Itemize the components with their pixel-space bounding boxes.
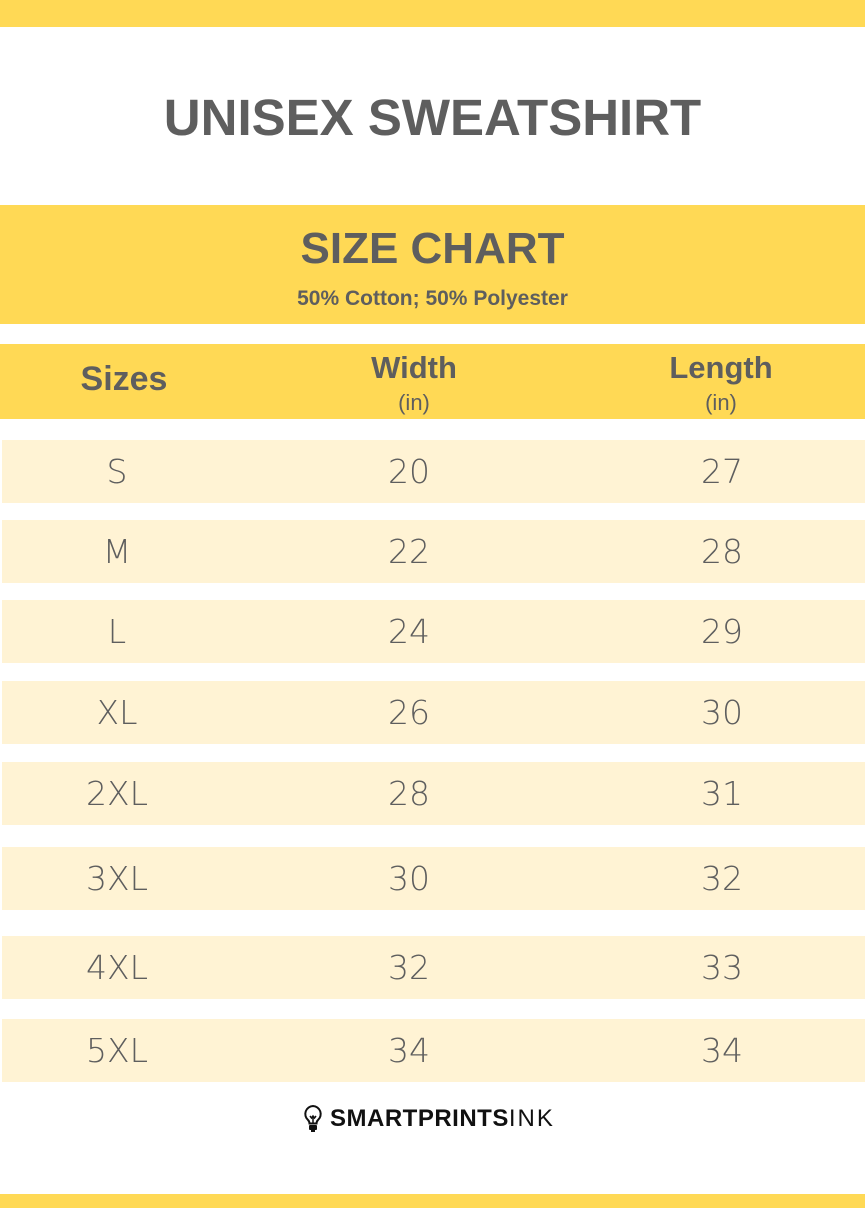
width-cell: 34 [388, 1031, 430, 1070]
page-title: UNISEX SWEATSHIRT [163, 89, 702, 146]
header-sizes: Sizes [80, 360, 168, 398]
material-text: 50% Cotton; 50% Polyester [297, 287, 568, 310]
table-row: 3XL 30 32 [2, 847, 865, 910]
header-length-unit: (in) [705, 390, 737, 415]
table-row: XL 26 30 [2, 681, 865, 744]
size-cell: S [106, 452, 128, 491]
top-accent-bar [0, 0, 865, 27]
length-cell: 27 [701, 452, 743, 491]
bottom-accent-bar [0, 1194, 865, 1208]
width-cell: 26 [388, 693, 430, 732]
logo-text-light: INK [508, 1105, 555, 1132]
table-row: S 20 27 [2, 440, 865, 503]
length-cell: 30 [701, 693, 743, 732]
length-cell: 28 [701, 532, 743, 571]
size-cell: L [107, 612, 127, 651]
length-cell: 32 [701, 859, 743, 898]
table-row: M 22 28 [2, 520, 865, 583]
table-header [0, 344, 865, 419]
size-cell: 2XL [86, 774, 148, 813]
length-cell: 33 [701, 948, 743, 987]
length-cell: 34 [701, 1031, 743, 1070]
logo-text-bold: SMARTPRINTS [330, 1105, 509, 1132]
header-width-unit: (in) [398, 390, 430, 415]
width-cell: 24 [388, 612, 430, 651]
table-row: L 24 29 [2, 600, 865, 663]
length-cell: 31 [701, 774, 743, 813]
size-cell: 4XL [86, 948, 148, 987]
size-chart-title: SIZE CHART [300, 224, 565, 273]
lightbulb-icon [304, 1104, 322, 1132]
size-cell: 5XL [86, 1031, 148, 1070]
table-row: 4XL 32 33 [2, 936, 865, 999]
width-cell: 32 [388, 948, 430, 987]
size-cell: XL [96, 693, 138, 732]
width-cell: 20 [388, 452, 430, 491]
width-cell: 30 [388, 859, 430, 898]
table-row: 2XL 28 31 [2, 762, 865, 825]
width-cell: 28 [388, 774, 430, 813]
length-cell: 29 [701, 612, 743, 651]
brand-logo: SMARTPRINTS INK [302, 1104, 555, 1134]
width-cell: 22 [388, 532, 430, 571]
header-length: Length [669, 350, 773, 385]
size-cell: M [102, 532, 132, 571]
size-cell: 3XL [86, 859, 148, 898]
size-chart-banner [0, 205, 865, 324]
header-width: Width [371, 350, 457, 385]
table-row: 5XL 34 34 [2, 1019, 865, 1082]
